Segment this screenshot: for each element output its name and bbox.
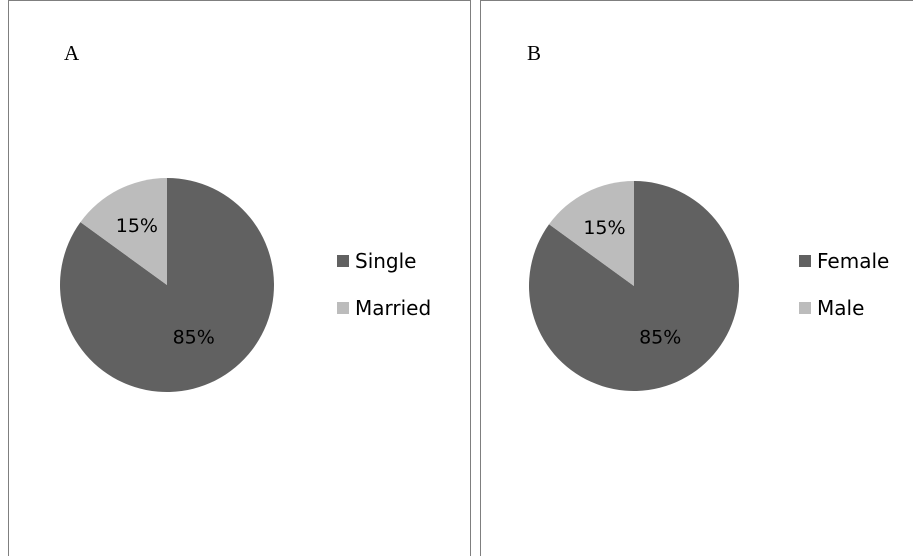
legend-item-male: Male xyxy=(799,296,889,320)
data-label-female: 85% xyxy=(639,326,681,348)
legend-swatch-single xyxy=(337,255,349,267)
pie-chart-b: 85% 15% xyxy=(529,181,740,391)
data-label-male: 15% xyxy=(583,217,625,239)
legend-swatch-married xyxy=(337,302,349,314)
legend-swatch-male xyxy=(799,302,811,314)
data-label-single: 85% xyxy=(173,326,215,348)
legend-item-female: Female xyxy=(799,249,889,273)
pie-slice-male xyxy=(549,181,634,286)
legend-label-female: Female xyxy=(817,249,890,273)
legend-swatch-female xyxy=(799,255,811,267)
data-label-married: 15% xyxy=(116,215,158,237)
legend-item-married: Married xyxy=(337,296,431,320)
legend-b: Female Male xyxy=(799,249,889,343)
legend-label-male: Male xyxy=(817,296,865,320)
legend-a: Single Married xyxy=(337,249,431,343)
pie-slice-married xyxy=(80,178,167,285)
legend-item-single: Single xyxy=(337,249,431,273)
chart-panel-a: A 85% 15% Single Married xyxy=(8,0,471,556)
legend-label-married: Married xyxy=(355,296,432,320)
legend-label-single: Single xyxy=(355,249,417,273)
pie-slice-female xyxy=(529,181,740,391)
panel-label-b: B xyxy=(527,41,542,65)
pie-chart-a: 85% 15% xyxy=(59,178,274,392)
panel-label-a: A xyxy=(64,41,80,65)
chart-panel-b: B 85% 15% Female Male xyxy=(480,0,913,556)
